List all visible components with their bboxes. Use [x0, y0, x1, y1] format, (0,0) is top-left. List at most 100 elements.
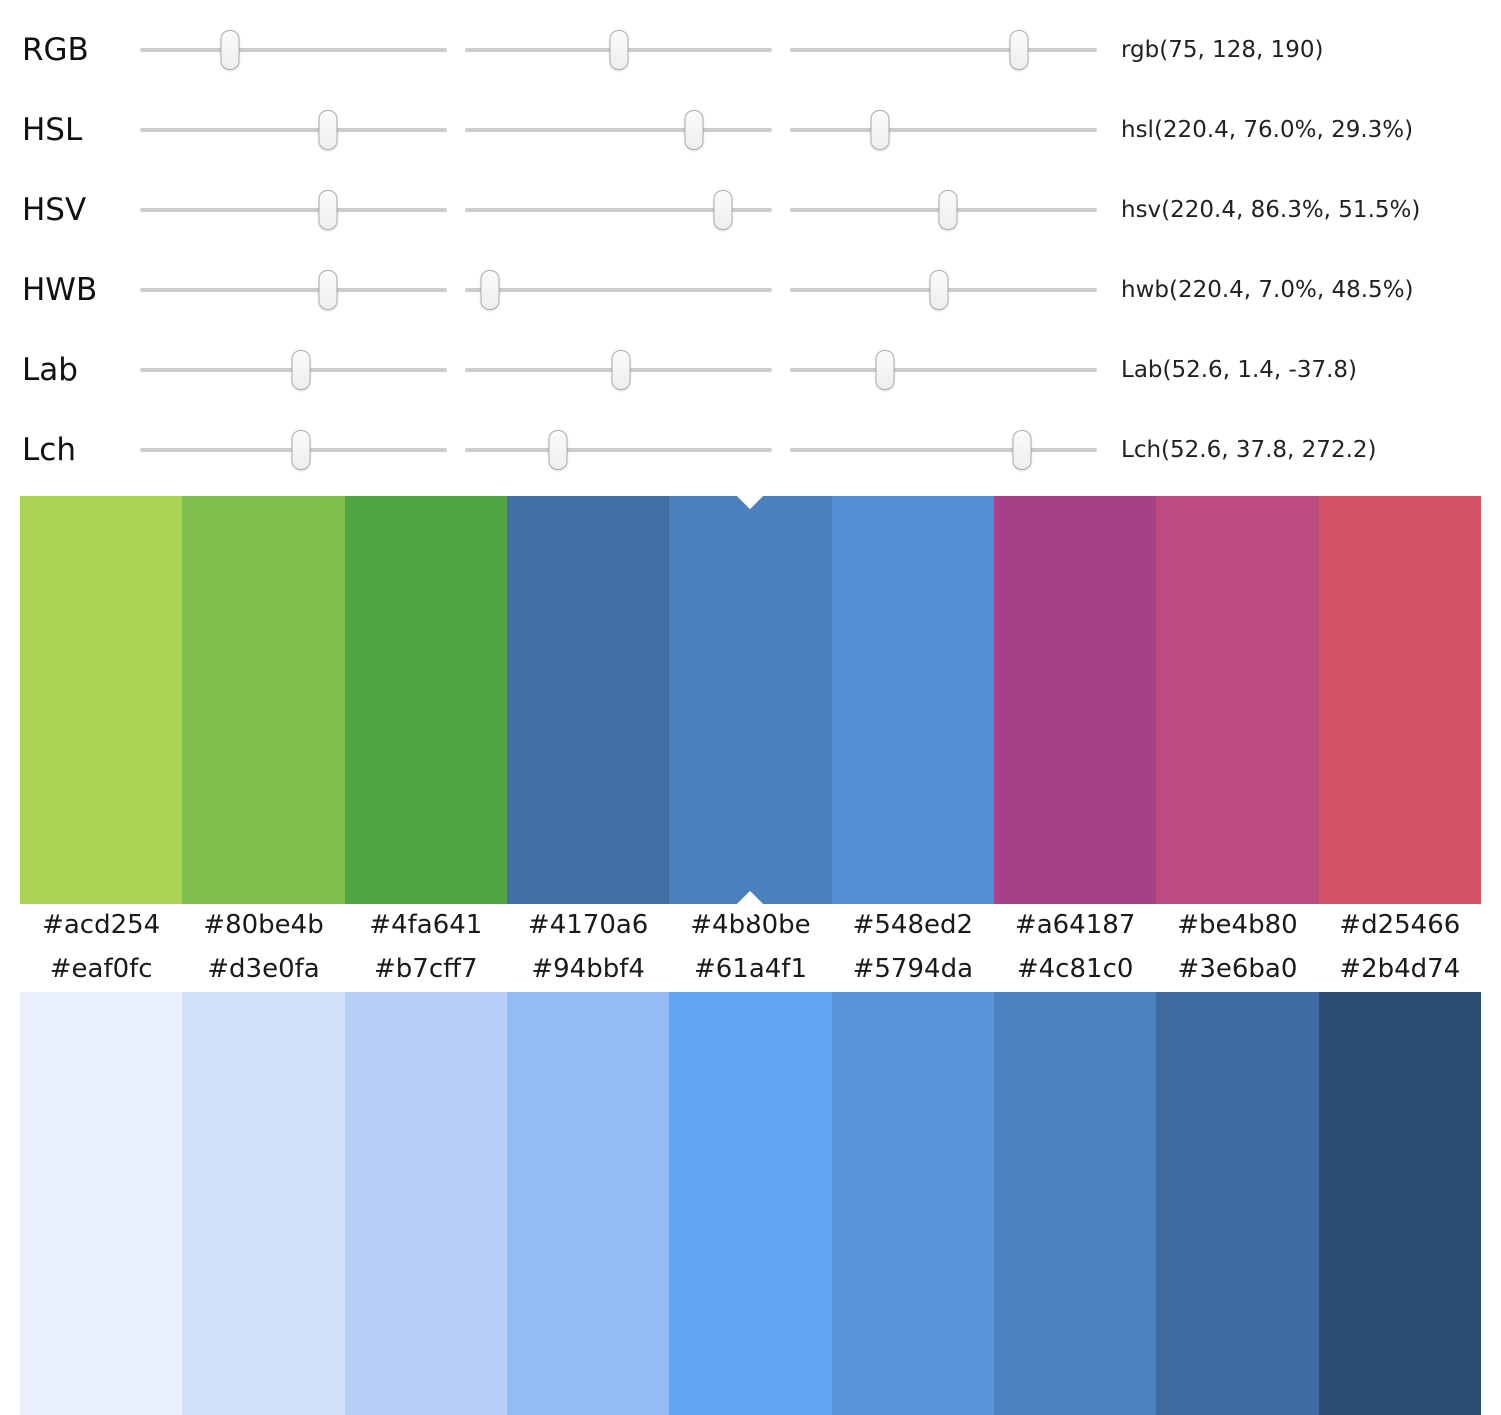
lightness-swatch-strip [20, 992, 1481, 1415]
hsl-slider-track-3[interactable] [790, 110, 1097, 150]
rgb-tracks [140, 30, 1097, 70]
hex-label: #d3e0fa [207, 954, 320, 984]
hwb-slider-track-2[interactable] [465, 270, 772, 310]
lab-slider-track-1[interactable] [140, 350, 447, 390]
hsv-slider-handle-2[interactable] [713, 190, 733, 230]
hsl-slider-handle-2[interactable] [684, 110, 704, 150]
lch-slider-track-2[interactable] [465, 430, 772, 470]
colorspace-label-hwb: HWB [22, 272, 98, 308]
hwb-slider-handle-3[interactable] [929, 270, 949, 310]
palette-swatch[interactable] [669, 992, 832, 1415]
lightness-palette: #eaf0fc #d3e0fa #b7cff7 #94bbf4 #61a4f1 … [0, 946, 1501, 1415]
palette-swatch[interactable] [182, 496, 345, 904]
lch-tracks [140, 430, 1097, 470]
palette-swatch[interactable] [1156, 496, 1319, 904]
hsv-slider-track-1[interactable] [140, 190, 447, 230]
rgb-slider-handle-1[interactable] [220, 30, 240, 70]
slider-row-rgb: RGB rgb(75, 128, 190) [0, 10, 1501, 90]
colorspace-label-hsl: HSL [22, 112, 83, 148]
hsl-value-text: hsl(220.4, 76.0%, 29.3%) [1121, 117, 1414, 143]
palette-swatch[interactable] [344, 496, 507, 904]
colorspace-label-hsv: HSV [22, 192, 87, 228]
slider-row-hsv: HSV hsv(220.4, 86.3%, 51.5%) [0, 170, 1501, 250]
hex-label: #61a4f1 [693, 954, 807, 984]
hsv-slider-track-2[interactable] [465, 190, 772, 230]
palette-swatch[interactable] [20, 496, 183, 904]
hex-label: #3e6ba0 [1177, 954, 1298, 984]
palette-swatch[interactable] [1318, 496, 1481, 904]
hex-label: #d25466 [1339, 910, 1461, 940]
lch-slider-track-1[interactable] [140, 430, 447, 470]
hsl-slider-track-2[interactable] [465, 110, 772, 150]
palette-swatch[interactable] [1156, 992, 1319, 1415]
palette-swatch[interactable] [831, 496, 994, 904]
slider-row-hsl: HSL hsl(220.4, 76.0%, 29.3%) [0, 90, 1501, 170]
hex-label: #be4b80 [1177, 910, 1298, 940]
hsv-slider-handle-1[interactable] [318, 190, 338, 230]
hwb-slider-track-1[interactable] [140, 270, 447, 310]
hwb-slider-track-3[interactable] [790, 270, 1097, 310]
hsv-value-text: hsv(220.4, 86.3%, 51.5%) [1121, 197, 1421, 223]
colorspace-label-lab: Lab [22, 352, 78, 388]
palette-swatch[interactable] [993, 992, 1157, 1415]
rgb-slider-track-1[interactable] [140, 30, 447, 70]
hex-label: #94bbf4 [531, 954, 645, 984]
hsv-slider-handle-3[interactable] [938, 190, 958, 230]
hsl-slider-handle-3[interactable] [870, 110, 890, 150]
hex-label: #4c81c0 [1016, 954, 1134, 984]
hsv-slider-track-3[interactable] [790, 190, 1097, 230]
palette-swatch[interactable] [344, 992, 507, 1415]
hwb-value-text: hwb(220.4, 7.0%, 48.5%) [1121, 277, 1414, 303]
hex-label: #acd254 [42, 910, 161, 940]
hex-label: #4170a6 [527, 910, 649, 940]
hex-label: #5794da [852, 954, 973, 984]
lightness-hex-labels: #eaf0fc #d3e0fa #b7cff7 #94bbf4 #61a4f1 … [20, 946, 1481, 992]
lab-slider-handle-2[interactable] [611, 350, 631, 390]
hue-swatch-strip [20, 480, 1481, 920]
palette-swatch[interactable] [506, 992, 670, 1415]
lch-slider-handle-1[interactable] [291, 430, 311, 470]
slider-row-hwb: HWB hwb(220.4, 7.0%, 48.5%) [0, 250, 1501, 330]
hsl-slider-handle-1[interactable] [318, 110, 338, 150]
rgb-slider-handle-2[interactable] [609, 30, 629, 70]
lab-slider-handle-3[interactable] [875, 350, 895, 390]
hex-label: #4fa641 [369, 910, 483, 940]
slider-row-lab: Lab Lab(52.6, 1.4, -37.8) [0, 330, 1501, 410]
hwb-slider-handle-2[interactable] [480, 270, 500, 310]
colorspace-label-lch: Lch [22, 432, 76, 468]
hwb-tracks [140, 270, 1097, 310]
hsl-tracks [140, 110, 1097, 150]
lab-slider-track-2[interactable] [465, 350, 772, 390]
lch-value-text: Lch(52.6, 37.8, 272.2) [1121, 437, 1377, 463]
hwb-slider-handle-1[interactable] [318, 270, 338, 310]
lab-slider-handle-1[interactable] [291, 350, 311, 390]
rgb-value-text: rgb(75, 128, 190) [1121, 37, 1324, 63]
palette-swatch[interactable] [20, 992, 183, 1415]
rgb-slider-handle-3[interactable] [1009, 30, 1029, 70]
palette-swatch-selected[interactable] [669, 480, 832, 920]
hue-palette: #acd254 #80be4b #4fa641 #4170a6 #4b80be … [0, 480, 1501, 946]
palette-swatch[interactable] [1318, 992, 1481, 1415]
rgb-slider-track-2[interactable] [465, 30, 772, 70]
hex-label: #4b80be [690, 910, 811, 940]
hex-label: #a64187 [1014, 910, 1136, 940]
palette-swatch[interactable] [506, 496, 670, 904]
slider-row-lch: Lch Lch(52.6, 37.8, 272.2) [0, 410, 1501, 490]
hue-hex-labels: #acd254 #80be4b #4fa641 #4170a6 #4b80be … [20, 904, 1481, 946]
rgb-slider-track-3[interactable] [790, 30, 1097, 70]
colorspace-label-rgb: RGB [22, 32, 89, 68]
lab-value-text: Lab(52.6, 1.4, -37.8) [1121, 357, 1357, 383]
lch-slider-track-3[interactable] [790, 430, 1097, 470]
lab-tracks [140, 350, 1097, 390]
lch-slider-handle-3[interactable] [1012, 430, 1032, 470]
lch-slider-handle-2[interactable] [548, 430, 568, 470]
palette-swatch[interactable] [182, 992, 345, 1415]
hex-label: #eaf0fc [49, 954, 153, 984]
palette-swatch[interactable] [831, 992, 994, 1415]
hsl-slider-track-1[interactable] [140, 110, 447, 150]
palette-swatch[interactable] [993, 496, 1157, 904]
lab-slider-track-3[interactable] [790, 350, 1097, 390]
hex-label: #2b4d74 [1339, 954, 1461, 984]
hex-label: #548ed2 [852, 910, 974, 940]
hsv-tracks [140, 190, 1097, 230]
